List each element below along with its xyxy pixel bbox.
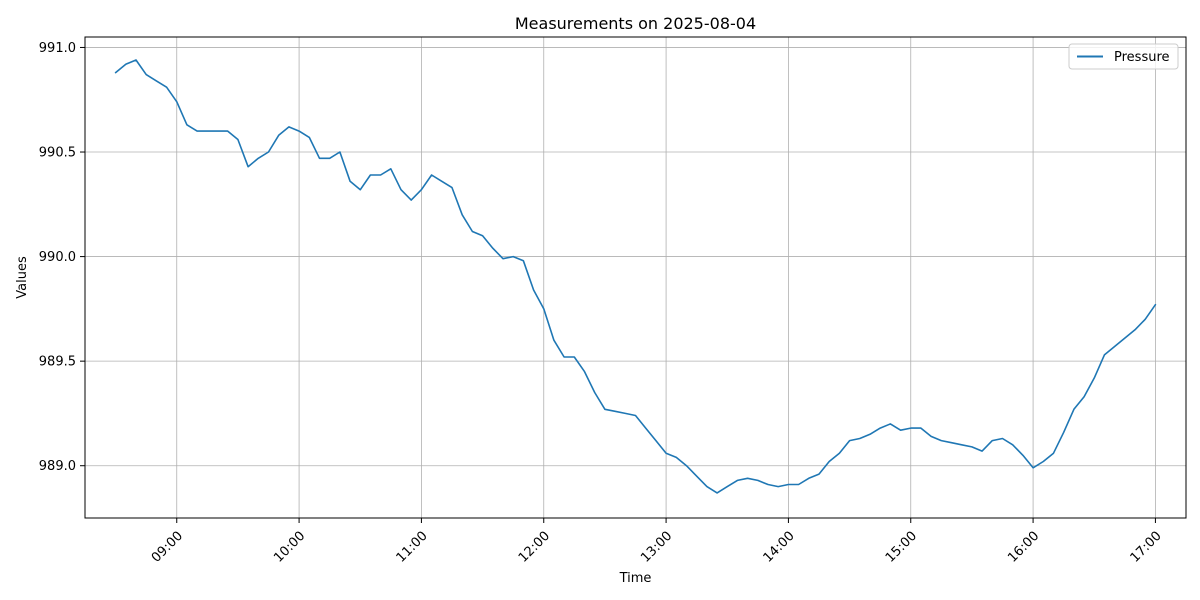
grid [85, 37, 1186, 518]
y-tick-label: 990.5 [39, 146, 76, 161]
y-axis-label: Values [15, 256, 30, 299]
legend-label: Pressure [1114, 50, 1170, 65]
series-layer [114, 59, 1157, 494]
y-tick-label: 989.0 [39, 459, 76, 474]
x-axis-label: Time [619, 571, 652, 586]
y-tick-label: 991.0 [39, 41, 76, 56]
y-tick-label: 990.0 [39, 250, 76, 265]
series-line-pressure [114, 59, 1157, 494]
chart-title: Measurements on 2025-08-04 [515, 14, 756, 33]
y-tick-label: 989.5 [39, 355, 76, 370]
legend-box [1068, 43, 1179, 70]
axes-frame [84, 36, 1187, 519]
legend: Pressure [1068, 43, 1179, 70]
